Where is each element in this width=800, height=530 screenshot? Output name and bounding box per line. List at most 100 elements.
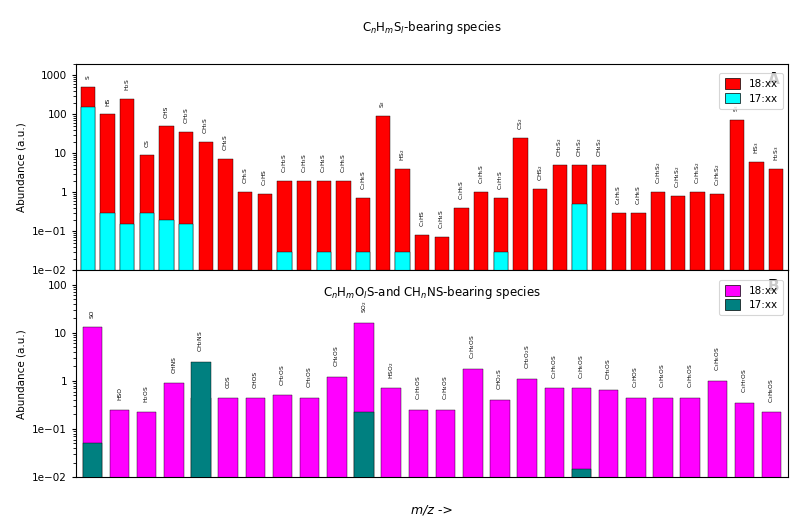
Text: CH$_2$NS: CH$_2$NS xyxy=(197,330,206,352)
Text: C$_2$HS: C$_2$HS xyxy=(260,169,270,186)
Text: C$_2$H$_2$S: C$_2$H$_2$S xyxy=(280,153,289,173)
Bar xyxy=(258,194,272,530)
Text: HS$_2$: HS$_2$ xyxy=(398,148,407,161)
Text: C$_2$H$_3$S$_2$: C$_2$H$_3$S$_2$ xyxy=(654,162,662,184)
Text: HSO$_2$: HSO$_2$ xyxy=(386,361,396,378)
Bar xyxy=(81,87,95,530)
Bar xyxy=(120,224,134,530)
Bar xyxy=(191,398,210,530)
Text: C$_2$H$_4$OS: C$_2$H$_4$OS xyxy=(441,375,450,400)
Bar xyxy=(707,381,727,530)
Bar xyxy=(191,362,210,530)
Bar xyxy=(454,208,469,530)
Text: C$_3$H$_8$OS: C$_3$H$_8$OS xyxy=(767,378,776,403)
Bar xyxy=(572,388,591,530)
Text: C$_2$HOS: C$_2$HOS xyxy=(631,366,640,388)
Bar xyxy=(82,328,102,530)
Bar xyxy=(218,398,238,530)
Bar xyxy=(317,181,331,530)
Y-axis label: Abundance (a.u.): Abundance (a.u.) xyxy=(17,122,26,212)
Text: H$_2$S: H$_2$S xyxy=(122,78,131,91)
Bar xyxy=(750,162,764,530)
Bar xyxy=(356,252,370,530)
Bar xyxy=(573,204,586,530)
Text: CH$_2$OS: CH$_2$OS xyxy=(278,364,287,385)
Text: COS: COS xyxy=(226,375,230,388)
Bar xyxy=(273,395,292,530)
Text: C$_n$H$_m$S$_l$-bearing species: C$_n$H$_m$S$_l$-bearing species xyxy=(362,19,502,36)
Text: C$_3$H$_5$S: C$_3$H$_5$S xyxy=(477,164,486,184)
Text: C$_2$H$_5$OS: C$_2$H$_5$OS xyxy=(550,354,558,378)
Bar xyxy=(592,165,606,530)
Bar xyxy=(100,213,114,530)
Bar xyxy=(612,213,626,530)
Bar xyxy=(110,410,130,530)
Bar xyxy=(518,379,537,530)
Bar xyxy=(436,410,455,530)
Bar xyxy=(140,213,154,530)
Y-axis label: Abundance (a.u.): Abundance (a.u.) xyxy=(17,329,26,419)
Text: CHNS: CHNS xyxy=(171,356,176,373)
Text: C$_2$H$_3$S: C$_2$H$_3$S xyxy=(300,153,309,173)
Text: HSO: HSO xyxy=(117,387,122,400)
Text: C$_3$H$_7$S: C$_3$H$_7$S xyxy=(496,171,506,190)
Bar xyxy=(631,213,646,530)
Text: CH$_3$S$_2$: CH$_3$S$_2$ xyxy=(575,137,584,157)
Text: CS: CS xyxy=(144,139,150,147)
Bar xyxy=(238,192,252,530)
Text: S$_3$: S$_3$ xyxy=(733,104,742,112)
Bar xyxy=(494,252,508,530)
Bar xyxy=(218,160,233,530)
Bar xyxy=(769,169,783,530)
Text: m/z ->: m/z -> xyxy=(411,504,453,517)
Text: C$_2$H$_5$S$_2$: C$_2$H$_5$S$_2$ xyxy=(693,162,702,184)
Text: C$_3$H$_5$OS: C$_3$H$_5$OS xyxy=(686,363,694,388)
Bar xyxy=(572,469,591,530)
Text: C$_3$HS: C$_3$HS xyxy=(418,210,426,227)
Text: SO: SO xyxy=(90,309,95,317)
Bar xyxy=(354,323,374,530)
Bar xyxy=(734,403,754,530)
Bar xyxy=(198,142,213,530)
Text: C$_3$H$_7$OS: C$_3$H$_7$OS xyxy=(740,368,749,393)
Bar xyxy=(179,132,194,530)
Bar xyxy=(599,390,618,530)
Text: C$_2$H$_4$OS: C$_2$H$_4$OS xyxy=(468,334,478,359)
Text: A: A xyxy=(768,72,779,87)
Bar xyxy=(670,196,685,530)
Bar xyxy=(409,410,428,530)
Text: S$_2$: S$_2$ xyxy=(378,100,387,108)
Text: H$_2$S$_3$: H$_2$S$_3$ xyxy=(772,145,781,161)
Text: CH$_2$S: CH$_2$S xyxy=(182,107,190,124)
Bar xyxy=(545,388,564,530)
Text: C$_2$H$_3$OS: C$_2$H$_3$OS xyxy=(414,375,423,400)
Bar xyxy=(533,189,547,530)
Bar xyxy=(81,108,95,530)
Text: CH$_3$OS: CH$_3$OS xyxy=(306,366,314,388)
Legend: 18:xx, 17:xx: 18:xx, 17:xx xyxy=(719,73,782,109)
Bar xyxy=(300,398,319,530)
Bar xyxy=(337,181,350,530)
Bar xyxy=(120,99,134,530)
Text: CHOS: CHOS xyxy=(253,370,258,388)
Text: S: S xyxy=(86,75,90,79)
Bar xyxy=(354,412,374,530)
Bar xyxy=(573,165,586,530)
Bar xyxy=(415,235,430,530)
Text: HS$_3$: HS$_3$ xyxy=(752,142,761,154)
Text: C$_4$H$_6$S: C$_4$H$_6$S xyxy=(634,185,643,205)
Text: CHS$_2$: CHS$_2$ xyxy=(536,164,545,181)
Text: C$_2$H$_6$OS: C$_2$H$_6$OS xyxy=(577,354,586,378)
Text: CH$_4$OS: CH$_4$OS xyxy=(333,346,342,367)
Text: B: B xyxy=(768,279,779,294)
Text: CH$_5$S: CH$_5$S xyxy=(241,167,250,184)
Bar xyxy=(395,169,410,530)
Bar xyxy=(382,388,401,530)
Text: C$_3$H$_4$S: C$_3$H$_4$S xyxy=(438,209,446,229)
Text: C$_2$H$_5$S: C$_2$H$_5$S xyxy=(339,153,348,173)
Bar xyxy=(179,224,194,530)
Text: HS: HS xyxy=(105,98,110,107)
Bar xyxy=(376,116,390,530)
Text: C$_2$H$_4$S: C$_2$H$_4$S xyxy=(319,153,328,173)
Text: C$_3$H$_6$OS: C$_3$H$_6$OS xyxy=(713,347,722,371)
